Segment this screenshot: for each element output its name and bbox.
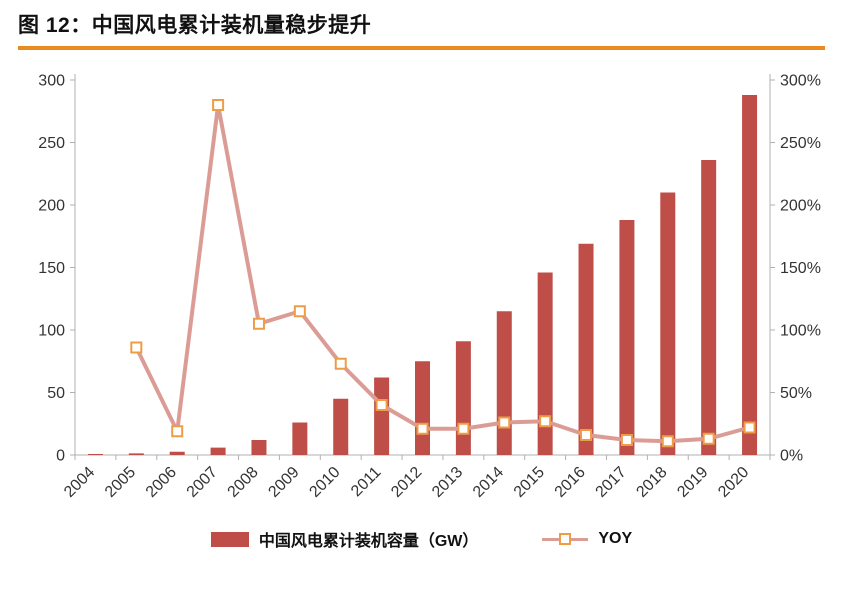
bar-2013 — [455, 341, 471, 456]
x-axis-category-label: 2007 — [184, 464, 221, 501]
bar-2014 — [496, 311, 512, 456]
bar-2004 — [87, 454, 103, 456]
x-axis-category-label: 2010 — [306, 464, 343, 501]
yoy-marker-2006 — [171, 425, 184, 438]
x-axis-category-label: 2019 — [674, 464, 711, 501]
yoy-marker-2019 — [702, 433, 715, 446]
x-axis-category-label: 2008 — [225, 464, 262, 501]
bar-2015 — [537, 272, 553, 456]
left-axis-tick-label: 100 — [38, 323, 65, 340]
yoy-marker-2011 — [375, 399, 388, 412]
yoy-marker-2017 — [620, 434, 633, 447]
legend-label-capacity: 中国风电累计装机容量（GW） — [258, 533, 479, 551]
yoy-marker-2020 — [743, 421, 756, 434]
yoy-marker-2007 — [212, 99, 225, 112]
bar-2010 — [333, 399, 349, 456]
bar-2020 — [742, 95, 758, 456]
x-axis-category-label: 2013 — [429, 464, 466, 501]
bar-2017 — [619, 220, 635, 456]
x-axis-category-label: 2016 — [552, 464, 589, 501]
bar-2008 — [251, 440, 267, 456]
yoy-marker-2012 — [416, 423, 429, 436]
right-axis-tick-label: 300% — [780, 73, 821, 90]
bar-2011 — [374, 377, 390, 456]
line-marker-icon — [559, 533, 572, 546]
bar-2006 — [169, 452, 185, 456]
yoy-marker-2010 — [334, 358, 347, 371]
bar-2009 — [292, 422, 308, 456]
right-axis-tick-label: 0% — [780, 448, 803, 465]
x-axis-category-label: 2018 — [633, 464, 670, 501]
x-axis-category-label: 2011 — [348, 464, 384, 500]
right-axis-tick-label: 100% — [780, 323, 821, 340]
legend-item-capacity: 中国风电累计装机容量（GW） — [210, 527, 479, 551]
left-axis-tick-label: 150 — [38, 260, 65, 277]
bar-2007 — [210, 447, 226, 456]
legend-item-yoy: YOY — [542, 530, 632, 548]
left-axis-tick-label: 0 — [56, 448, 65, 465]
left-axis-tick-label: 50 — [47, 385, 65, 402]
figure-title: 图 12：中国风电累计装机量稳步提升 — [18, 14, 372, 37]
yoy-line — [134, 103, 751, 444]
yoy-marker-2008 — [252, 318, 265, 331]
yoy-marker-2018 — [661, 435, 674, 448]
figure-header: 图 12：中国风电累计装机量稳步提升 — [0, 0, 843, 39]
left-axis-tick-label: 200 — [38, 198, 65, 215]
x-axis-category-label: 2014 — [470, 464, 507, 501]
bar-series-swatch — [210, 531, 249, 547]
yoy-marker-2005 — [130, 341, 143, 354]
x-axis-category-label: 2006 — [143, 464, 180, 501]
bar-2012 — [415, 361, 430, 456]
yoy-marker-2009 — [293, 305, 306, 318]
bar-2016 — [578, 244, 594, 456]
left-axis-tick-label: 250 — [38, 135, 65, 152]
bar-2019 — [701, 160, 717, 456]
left-axis-tick-label: 300 — [38, 73, 65, 90]
legend-label-yoy: YOY — [598, 530, 633, 548]
x-axis-category-label: 2004 — [61, 464, 98, 501]
right-axis-tick-label: 200% — [780, 198, 821, 215]
yoy-marker-2014 — [498, 416, 511, 429]
legend: 中国风电累计装机容量（GW） YOY — [0, 527, 843, 551]
x-axis-category-label: 2009 — [265, 464, 302, 501]
line-series-swatch — [542, 533, 589, 546]
bar-2005 — [128, 453, 144, 456]
bar-2018 — [660, 192, 676, 456]
yoy-marker-2016 — [580, 429, 593, 442]
yoy-marker-2013 — [457, 423, 470, 436]
chart-area: 0 50 100 150 200 250 300 0% 50% 100% 150% 200% 250% 3… — [0, 50, 843, 525]
right-axis-tick-label: 50% — [780, 385, 812, 402]
x-axis-category-label: 2017 — [593, 464, 630, 501]
combo-chart: 0 50 100 150 200 250 300 0% 50% 100% 150% 200% 250% 3… — [38, 73, 821, 501]
x-axis-category-label: 2015 — [511, 464, 548, 501]
yoy-marker-2015 — [539, 415, 552, 428]
x-axis-category-label: 2005 — [102, 464, 139, 501]
right-axis-tick-label: 150% — [780, 260, 821, 277]
x-axis-category-label: 2020 — [715, 464, 752, 501]
x-axis-category-label: 2012 — [388, 464, 425, 501]
title-underline — [18, 46, 825, 51]
right-axis-tick-label: 250% — [780, 135, 821, 152]
